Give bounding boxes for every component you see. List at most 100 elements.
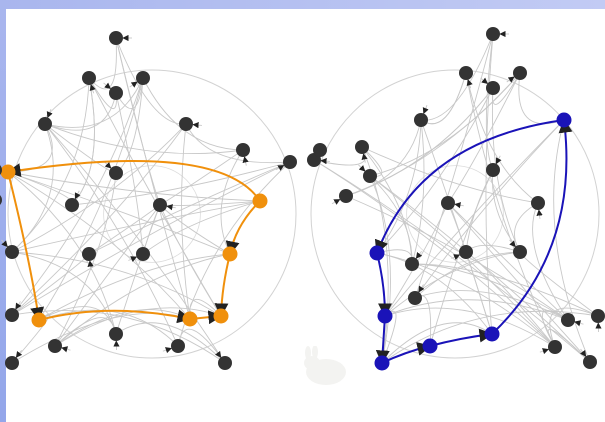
- graph-node: [283, 155, 297, 169]
- edge: [7, 171, 261, 202]
- nodes: [307, 27, 605, 369]
- graph-node: [109, 166, 123, 180]
- edge: [361, 146, 539, 204]
- edge: [88, 77, 222, 317]
- edge: [7, 171, 231, 255]
- edge: [44, 123, 179, 347]
- highlighted-node: [252, 193, 268, 209]
- graph-node: [82, 71, 96, 85]
- edge: [514, 202, 539, 253]
- graph-node: [405, 257, 419, 271]
- arrowhead: [506, 76, 515, 83]
- graph-node: [5, 245, 19, 259]
- graph-node: [548, 340, 562, 354]
- edge: [381, 322, 493, 364]
- edge: [115, 92, 144, 255]
- graph-node: [313, 143, 327, 157]
- arrowhead: [242, 156, 249, 166]
- edge: [414, 251, 521, 299]
- outer-circle: [310, 69, 600, 359]
- arrowhead: [87, 260, 94, 270]
- edge: [532, 202, 569, 321]
- highlighted-node: [213, 308, 229, 324]
- edge: [384, 119, 565, 317]
- edge: [71, 77, 95, 206]
- highlighted-node: [377, 308, 393, 324]
- graph-node: [486, 81, 500, 95]
- edge: [7, 171, 191, 320]
- edge: [345, 195, 569, 321]
- graph-node: [459, 66, 473, 80]
- edge: [54, 204, 161, 347]
- nodes: [0, 31, 297, 370]
- edge: [44, 77, 144, 128]
- highlighted-node: [31, 312, 47, 328]
- arrowhead: [320, 157, 330, 165]
- arrowhead: [509, 239, 516, 248]
- edge: [414, 33, 494, 299]
- edges: [7, 37, 291, 364]
- edge: [381, 310, 599, 364]
- edge: [115, 37, 187, 125]
- edge: [345, 119, 422, 197]
- arrowhead: [454, 202, 464, 209]
- edge: [71, 161, 291, 206]
- arrowhead: [422, 104, 429, 115]
- graph-node: [136, 247, 150, 261]
- highlighted-node: [374, 355, 390, 371]
- highlighted-edge: [375, 315, 390, 365]
- highlighted-node: [556, 112, 572, 128]
- edge: [447, 202, 591, 363]
- inner-circle: [406, 165, 504, 263]
- highlighted-node: [369, 245, 385, 261]
- graph-node: [459, 245, 473, 259]
- graph-node: [109, 327, 123, 341]
- edge: [44, 123, 244, 155]
- graph-node: [65, 198, 79, 212]
- edge: [414, 119, 565, 299]
- edge: [485, 33, 494, 171]
- arrowhead: [580, 348, 587, 357]
- graph-node: [179, 117, 193, 131]
- edge: [38, 253, 231, 321]
- graph-node: [355, 140, 369, 154]
- edge: [485, 33, 494, 335]
- arrowhead: [536, 209, 543, 219]
- highlighted-node: [484, 326, 500, 342]
- arrowhead: [74, 190, 81, 200]
- edge: [38, 309, 179, 347]
- edge: [447, 202, 569, 321]
- edge: [142, 200, 261, 255]
- arrowhead: [192, 121, 202, 129]
- graph-node: [561, 313, 575, 327]
- highlighted-edge: [6, 159, 261, 202]
- graph-node: [486, 163, 500, 177]
- edge: [220, 149, 244, 255]
- edge: [11, 123, 187, 316]
- edge: [142, 77, 244, 151]
- edge: [313, 159, 591, 363]
- edge: [159, 200, 261, 206]
- highlighted-node: [222, 246, 238, 262]
- arrowheads: [320, 30, 602, 357]
- edge: [88, 204, 161, 255]
- edge: [447, 202, 467, 253]
- graph-node: [236, 143, 250, 157]
- graph-node: [441, 196, 455, 210]
- edge: [11, 123, 187, 253]
- edge: [411, 263, 599, 317]
- graph-node: [0, 165, 2, 175]
- edge: [44, 123, 226, 364]
- arrowhead: [415, 250, 423, 259]
- graph-node: [591, 309, 605, 323]
- arrowheads: [1, 34, 285, 358]
- outer-circle: [7, 69, 297, 359]
- edge: [115, 77, 144, 109]
- arrowhead: [128, 256, 138, 263]
- highlighted-node: [422, 338, 438, 354]
- arrowhead: [331, 199, 341, 205]
- graph-node: [583, 355, 597, 369]
- arrowhead: [61, 346, 71, 353]
- highlighted-node: [182, 311, 198, 327]
